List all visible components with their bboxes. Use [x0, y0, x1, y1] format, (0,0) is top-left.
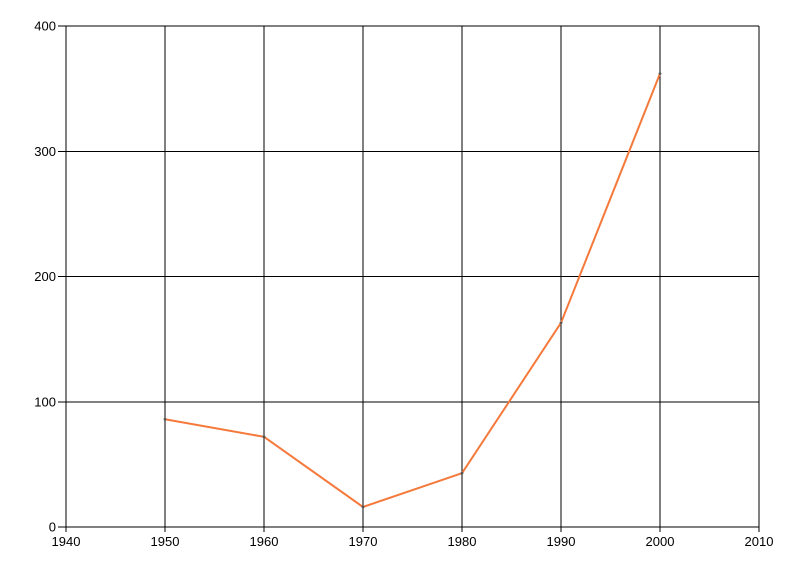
x-tick-label: 2010	[745, 534, 774, 549]
y-tick-label: 0	[49, 520, 56, 535]
data-series-line	[164, 73, 661, 509]
data-point-marker	[460, 471, 464, 475]
x-tick-label: 1950	[151, 534, 180, 549]
y-tick-label: 200	[34, 269, 56, 284]
data-point-marker	[262, 435, 266, 439]
data-point-marker	[163, 417, 167, 421]
y-tick-label: 300	[34, 144, 56, 159]
x-tick-label: 1960	[250, 534, 279, 549]
x-tick-label: 1970	[349, 534, 378, 549]
y-tick-label: 100	[34, 394, 56, 409]
x-tick-label: 1990	[547, 534, 576, 549]
x-tick-label: 2000	[646, 534, 675, 549]
data-point-marker	[658, 72, 662, 75]
data-point-marker	[559, 321, 563, 325]
data-point-marker	[361, 505, 365, 509]
y-tick-label: 400	[34, 19, 56, 34]
x-tick-label: 1980	[448, 534, 477, 549]
x-tick-label: 1940	[52, 534, 81, 549]
